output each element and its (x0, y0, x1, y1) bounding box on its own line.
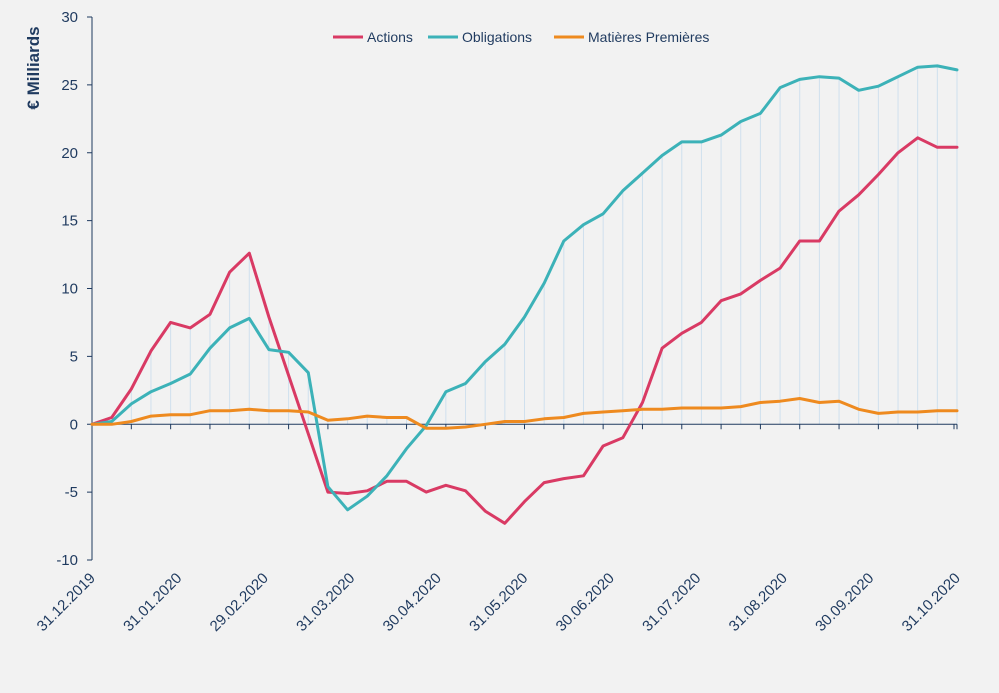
series-line-obligations (90, 64, 959, 512)
y-tick-label: 25 (61, 77, 78, 94)
x-tick-label: 31.01.2020 (120, 570, 185, 635)
y-tick-label: 20 (61, 145, 78, 162)
legend-label-matieres-premieres: Matières Premières (588, 29, 709, 45)
y-axis-label: € Milliards (24, 26, 43, 109)
legend-label-obligations: Obligations (462, 29, 532, 45)
x-tick-label: 31.05.2020 (466, 570, 531, 635)
series-line-matieres-premieres (90, 397, 959, 430)
x-tick-label: 31.03.2020 (293, 570, 358, 635)
y-tick-label: 0 (70, 416, 78, 433)
x-tick-label: 31.12.2019 (34, 570, 99, 635)
legend-label-actions: Actions (367, 29, 413, 45)
y-tick-label: -10 (56, 552, 78, 569)
legend: Actions Obligations Matières Premières (333, 29, 709, 45)
series-line-actions (90, 136, 959, 525)
y-tick-labels: -10 -5 0 5 10 15 20 25 30 (56, 9, 78, 569)
y-tick-label: -5 (65, 484, 78, 501)
x-tick-label: 30.06.2020 (553, 570, 618, 635)
axes (87, 16, 958, 561)
y-tick-label: 5 (70, 348, 78, 365)
y-tick-label: 10 (61, 281, 78, 298)
x-tick-labels: 31.12.2019 31.01.2020 29.02.2020 31.03.2020… (34, 570, 964, 635)
x-tick-label: 30.04.2020 (380, 570, 445, 635)
x-tick-label: 31.08.2020 (726, 570, 791, 635)
x-tick-label: 30.09.2020 (812, 570, 877, 635)
y-tick-label: 30 (61, 9, 78, 26)
dropline-bands (111, 65, 958, 425)
x-tick-label: 31.10.2020 (899, 570, 964, 635)
x-tick-label: 31.07.2020 (639, 570, 704, 635)
y-tick-label: 15 (61, 213, 78, 230)
series-lines (90, 64, 959, 525)
x-tick-label: 29.02.2020 (207, 570, 272, 635)
